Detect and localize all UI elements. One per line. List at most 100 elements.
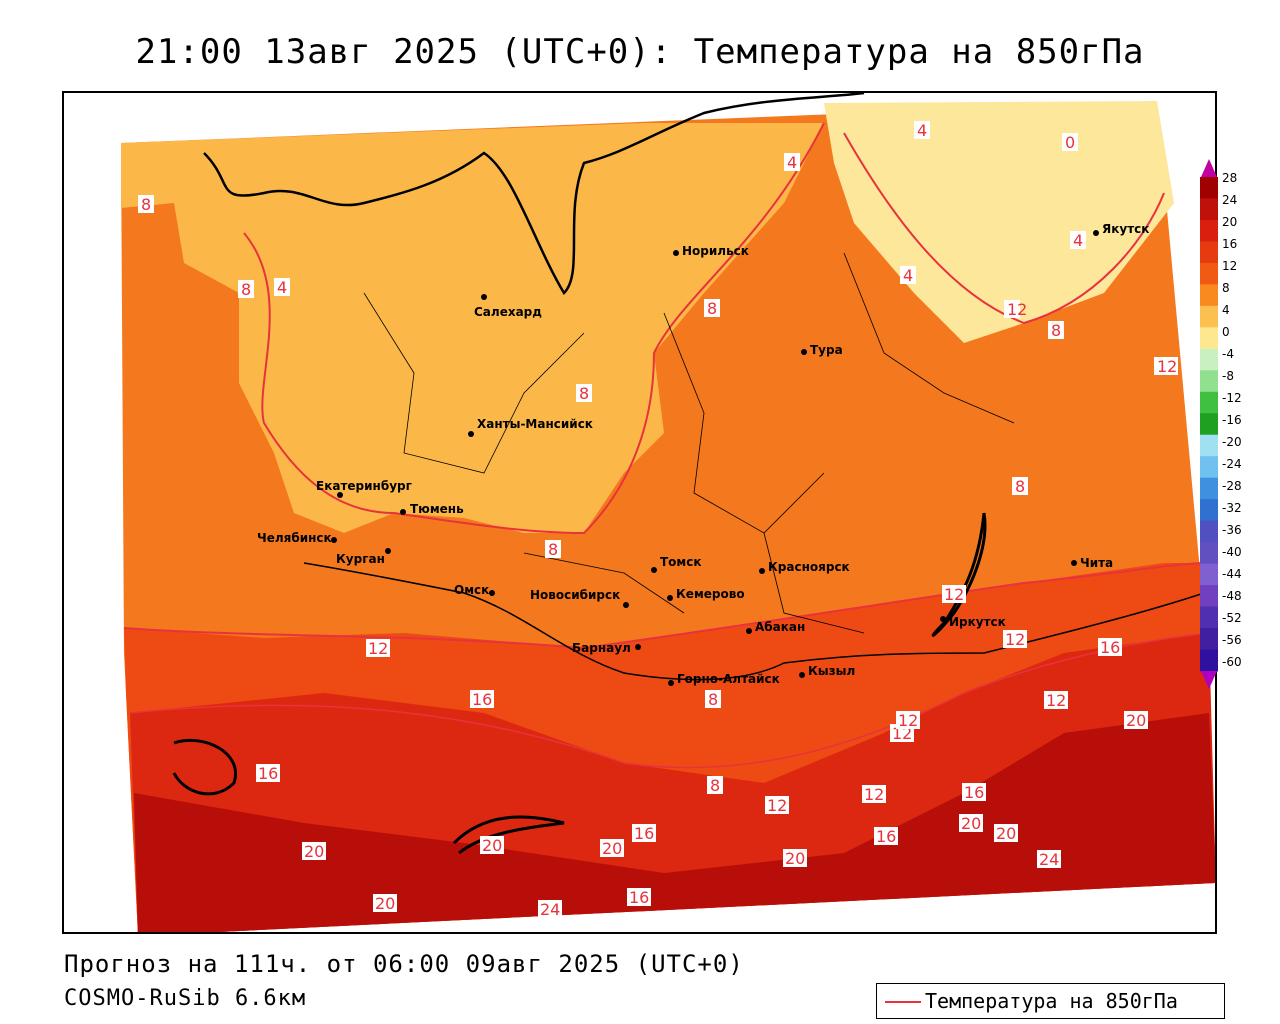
svg-text:8: 8 [141, 195, 151, 214]
city-tura: Тура [801, 343, 843, 357]
colorbar-cell [1200, 628, 1218, 651]
colorbar-label: -24 [1222, 457, 1242, 471]
svg-text:16: 16 [634, 824, 654, 843]
svg-text:Красноярск: Красноярск [768, 560, 850, 574]
iso-label: 12 [1004, 300, 1027, 319]
colorbar-label: -56 [1222, 633, 1242, 647]
svg-text:8: 8 [241, 280, 251, 299]
iso-label: 8 [138, 195, 154, 214]
svg-text:8: 8 [579, 384, 589, 403]
border-south [303, 562, 1205, 681]
field-cool-west [121, 123, 824, 533]
city-kemerovo: Кемерово [667, 587, 745, 601]
svg-text:20: 20 [996, 824, 1016, 843]
svg-text:4: 4 [903, 266, 913, 285]
iso-label: 20 [600, 839, 624, 858]
svg-text:8: 8 [1015, 477, 1025, 496]
iso-label: 20 [480, 836, 504, 855]
iso-label: 20 [994, 824, 1018, 843]
colorbar-cell [1200, 477, 1218, 500]
city-tomsk: Томск [651, 555, 702, 573]
colorbar-cell [1200, 606, 1218, 629]
city-salekhard: Салехард [474, 294, 542, 319]
city-tyumen: Тюмень [400, 502, 464, 516]
colorbar-label: -4 [1222, 347, 1234, 361]
svg-text:8: 8 [710, 776, 720, 795]
iso-label: 8 [704, 299, 720, 318]
colorbar-cells [1200, 177, 1218, 672]
svg-text:Норильск: Норильск [682, 244, 749, 258]
city-yakutsk: Якутск [1093, 222, 1149, 236]
svg-text:20: 20 [785, 849, 805, 868]
svg-text:Омск: Омск [454, 583, 489, 597]
isotherm-16 [129, 632, 1210, 769]
colorbar-cell [1200, 520, 1218, 543]
city-chita: Чита [1071, 556, 1113, 570]
iso-label: 8 [576, 384, 592, 403]
svg-text:4: 4 [1073, 231, 1083, 250]
colorbar-cell [1200, 262, 1218, 285]
colorbar-cell [1200, 413, 1218, 436]
svg-text:12: 12 [1157, 357, 1177, 376]
colorbar-label: -32 [1222, 501, 1242, 515]
iso-label: 24 [1037, 850, 1061, 869]
colorbar-cell [1200, 649, 1218, 672]
city-yekaterinburg: Екатеринбург [316, 479, 412, 498]
svg-text:0: 0 [1065, 133, 1075, 152]
map-title: 21:00 13авг 2025 (UTC+0): Температура на… [135, 32, 1145, 72]
iso-label: 4 [784, 153, 800, 172]
iso-label: 4 [900, 266, 916, 285]
iso-label: 24 [538, 900, 562, 919]
colorbar-top-arrow [1201, 159, 1217, 177]
svg-text:12: 12 [1007, 300, 1027, 319]
colorbar-label: -40 [1222, 545, 1242, 559]
colorbar-label: 16 [1222, 237, 1238, 251]
iso-label: 16 [1098, 638, 1122, 657]
colorbar-bottom-arrow [1201, 671, 1217, 689]
svg-text:Чита: Чита [1080, 556, 1113, 570]
lake-baikal [931, 512, 987, 637]
colorbar-cell [1200, 348, 1218, 371]
svg-text:12: 12 [944, 585, 964, 604]
iso-label: 12 [862, 785, 886, 804]
map-lines [172, 93, 1205, 855]
city-novosibirsk: Новосибирск [530, 588, 629, 608]
colorbar-label: -8 [1222, 369, 1234, 383]
iso-label: 8 [707, 776, 723, 795]
colorbar-cell [1200, 305, 1218, 328]
iso-label: 16 [470, 690, 494, 709]
iso-label: 8 [545, 540, 561, 559]
iso-label: 0 [1062, 133, 1078, 152]
svg-text:12: 12 [767, 796, 787, 815]
colorbar-cell [1200, 370, 1218, 393]
svg-text:20: 20 [482, 836, 502, 855]
svg-text:20: 20 [602, 839, 622, 858]
svg-text:Екатеринбург: Екатеринбург [316, 479, 412, 493]
isotherm-12 [123, 562, 1210, 650]
svg-text:24: 24 [1039, 850, 1059, 869]
svg-text:Салехард: Салехард [474, 305, 542, 319]
svg-text:16: 16 [964, 783, 984, 802]
svg-text:16: 16 [472, 690, 492, 709]
city-kurgan: Курган [336, 548, 391, 566]
colorbar-cell [1200, 456, 1218, 479]
svg-text:4: 4 [917, 121, 927, 140]
temperature-fields [121, 101, 1215, 932]
svg-text:Тюмень: Тюмень [410, 502, 464, 516]
colorbar-label: 12 [1222, 259, 1238, 273]
colorbar-label: 24 [1222, 193, 1238, 207]
svg-text:Иркутск: Иркутск [949, 615, 1006, 629]
field-veryhot [134, 713, 1215, 932]
caspian-sea [172, 738, 238, 796]
city-gorno-altaysk: Горно-Алтайск [668, 672, 780, 686]
colorbar-cell [1200, 177, 1218, 199]
iso-label: 20 [959, 814, 983, 833]
svg-text:4: 4 [787, 153, 797, 172]
iso-label: 8 [1012, 477, 1028, 496]
svg-text:Томск: Томск [660, 555, 702, 569]
iso-label: 8 [705, 690, 721, 709]
city-layer: Норильск Салехард Тура Якутск Ханты-Манс… [257, 222, 1149, 686]
colorbar-cell [1200, 327, 1218, 350]
svg-text:12: 12 [368, 639, 388, 658]
colorbar-label: -60 [1222, 655, 1242, 669]
